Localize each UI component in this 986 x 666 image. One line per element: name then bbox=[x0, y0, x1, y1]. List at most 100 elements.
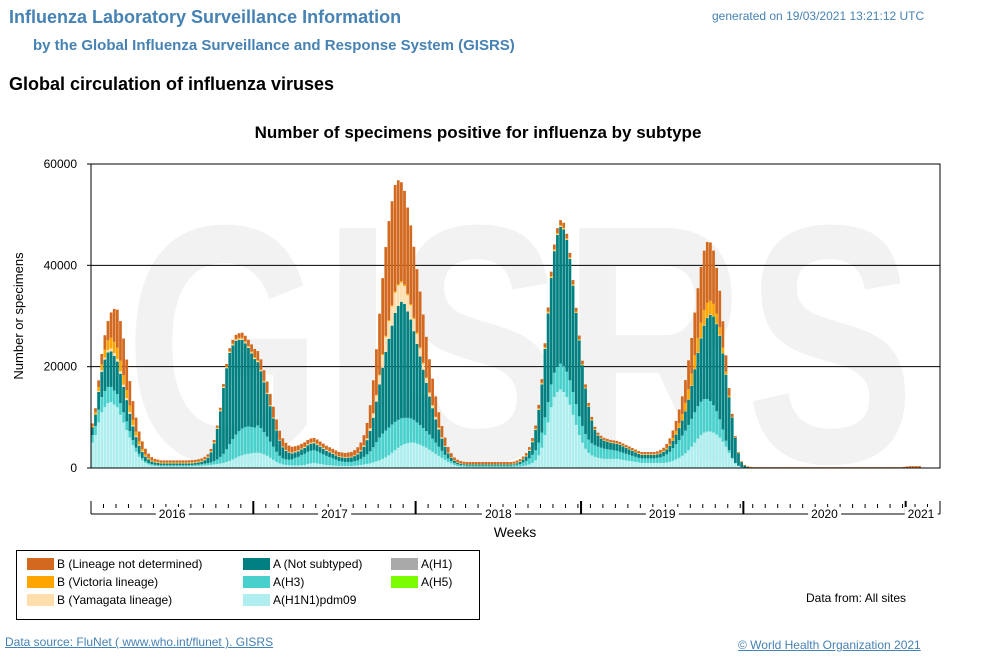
bar-segment bbox=[165, 462, 169, 464]
bar-segment bbox=[218, 407, 222, 410]
bar-segment bbox=[247, 347, 250, 427]
bar-segment bbox=[478, 465, 481, 467]
bar-segment bbox=[740, 462, 743, 468]
bar-segment bbox=[521, 462, 525, 466]
bar-segment bbox=[140, 441, 144, 449]
bar-segment bbox=[830, 467, 834, 468]
bar-segment bbox=[437, 427, 441, 428]
bar-segment bbox=[540, 432, 544, 448]
bar-segment bbox=[802, 467, 806, 468]
bar-segment bbox=[827, 467, 831, 468]
bar-segment bbox=[212, 464, 216, 468]
bar-segment bbox=[590, 419, 594, 421]
bar-segment bbox=[106, 386, 110, 404]
bar-segment bbox=[421, 369, 425, 428]
bar-segment bbox=[297, 465, 300, 468]
bar-segment bbox=[471, 466, 475, 468]
bar-segment bbox=[91, 423, 94, 426]
bar-segment bbox=[162, 462, 166, 464]
bar-segment bbox=[409, 303, 413, 306]
bar-segment bbox=[203, 458, 207, 460]
bar-segment bbox=[718, 437, 722, 468]
data-source-link[interactable]: Data source: FluNet ( www.who.int/flunet… bbox=[5, 635, 274, 649]
bar-segment bbox=[487, 466, 491, 468]
bar-segment bbox=[243, 426, 247, 455]
bar-segment bbox=[165, 463, 169, 466]
bar-segment bbox=[562, 227, 566, 229]
bar-segment bbox=[169, 466, 172, 468]
bar-segment bbox=[259, 427, 263, 454]
bar-segment bbox=[109, 402, 113, 468]
bar-segment bbox=[384, 430, 388, 458]
bar-segment bbox=[265, 436, 269, 456]
bar-segment bbox=[712, 250, 715, 304]
bar-segment bbox=[465, 462, 469, 465]
bar-segment bbox=[200, 464, 203, 466]
bar-segment bbox=[240, 332, 244, 338]
bar-segment bbox=[390, 325, 394, 425]
bar-segment bbox=[699, 322, 703, 338]
copyright-link[interactable]: © World Health Organization 2021 bbox=[738, 638, 921, 652]
bar-segment bbox=[506, 462, 509, 465]
bar-segment bbox=[527, 447, 531, 450]
bar-segment bbox=[687, 389, 690, 400]
bar-segment bbox=[462, 464, 466, 466]
bar-segment bbox=[325, 464, 328, 468]
bar-segment bbox=[655, 451, 659, 454]
bar-segment bbox=[593, 429, 597, 430]
bar-segment bbox=[531, 440, 534, 442]
bar-segment bbox=[215, 428, 219, 460]
bar-segment bbox=[218, 410, 222, 412]
bar-segment bbox=[737, 453, 740, 466]
bar-segment bbox=[443, 446, 447, 455]
bar-segment bbox=[559, 220, 562, 225]
bar-segment bbox=[318, 463, 322, 468]
bar-segment bbox=[368, 451, 372, 464]
bar-segment bbox=[268, 393, 272, 406]
bar-segment bbox=[228, 351, 232, 353]
bar-segment bbox=[237, 431, 241, 457]
bar-segment bbox=[490, 465, 494, 467]
bar-segment bbox=[350, 461, 353, 466]
bar-segment bbox=[343, 465, 347, 468]
bar-segment bbox=[272, 459, 275, 468]
bar-segment bbox=[487, 462, 491, 465]
bar-segment bbox=[640, 452, 644, 455]
bar-segment bbox=[393, 450, 397, 468]
bar-segment bbox=[618, 444, 622, 452]
bar-segment bbox=[128, 413, 132, 432]
bar-segment bbox=[428, 449, 431, 468]
bar-segment bbox=[503, 464, 506, 466]
bar-segment bbox=[175, 466, 179, 468]
x-year-label-bg bbox=[155, 507, 189, 521]
bar-segment bbox=[406, 443, 409, 468]
bar-segment bbox=[556, 228, 559, 233]
bar-segment bbox=[281, 464, 285, 468]
bar-segment bbox=[481, 465, 484, 467]
bar-segment bbox=[549, 278, 553, 385]
bar-segment bbox=[684, 453, 687, 468]
bar-segment bbox=[390, 452, 394, 468]
x-axis-label: Weeks bbox=[494, 524, 537, 540]
bar-segment bbox=[209, 450, 213, 452]
bar-segment bbox=[556, 392, 559, 468]
bar-segment bbox=[568, 252, 572, 258]
legend-item-a-not-subtyped: A (Not subtyped) bbox=[243, 557, 362, 571]
bar-segment bbox=[531, 438, 534, 441]
bar-segment bbox=[559, 389, 562, 468]
bar-segment bbox=[115, 361, 119, 395]
bar-segment bbox=[512, 464, 516, 466]
bar-segment bbox=[493, 462, 497, 465]
bar-segment bbox=[434, 453, 438, 468]
bar-segment bbox=[368, 427, 372, 429]
bar-segment bbox=[730, 458, 734, 468]
bar-segment bbox=[428, 396, 431, 435]
bar-segment bbox=[290, 453, 294, 460]
bar-segment bbox=[400, 301, 403, 419]
bar-segment bbox=[172, 463, 175, 466]
bar-segment bbox=[94, 435, 97, 468]
bar-segment bbox=[702, 325, 706, 400]
bar-segment bbox=[812, 467, 815, 468]
bar-segment bbox=[287, 452, 291, 453]
bar-segment bbox=[393, 291, 397, 293]
